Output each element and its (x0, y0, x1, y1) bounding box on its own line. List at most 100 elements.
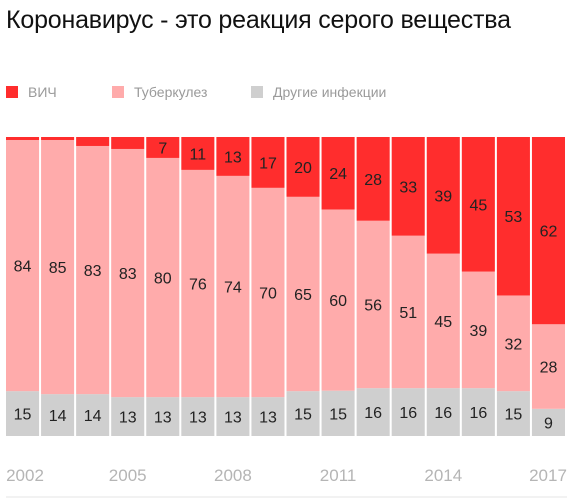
bar-segment-tuberculosis-2016 (496, 295, 530, 392)
bar-segment-hiv-2007 (181, 137, 215, 170)
x-tick-label-2011: 2011 (320, 466, 357, 485)
bar-segment-hiv-2003 (41, 137, 75, 140)
data-label-tuberculosis-2009: 70 (259, 285, 277, 302)
bar-segment-tuberculosis-2011 (321, 209, 355, 391)
chart-title: Коронавирус - это реакция серого веществ… (6, 6, 511, 34)
bar-segment-tuberculosis-2010 (286, 196, 320, 392)
bar-segment-other-2017 (531, 408, 565, 436)
legend-label-tuberculosis: Туберкулез (134, 84, 208, 100)
data-label-tuberculosis-2016: 32 (505, 336, 523, 353)
bar-segment-hiv-2002 (6, 137, 40, 140)
data-label-tuberculosis-2011: 60 (329, 293, 347, 310)
bar-segment-other-2002 (6, 391, 40, 436)
data-label-hiv-2012: 28 (364, 172, 382, 189)
data-label-other-2006: 13 (154, 410, 172, 427)
bar-segment-other-2007 (181, 397, 215, 436)
data-label-other-2013: 16 (399, 405, 417, 422)
legend-label-other: Другие инфекции (273, 84, 387, 100)
x-tick-label-2014: 2014 (424, 466, 462, 485)
bar-segment-tuberculosis-2008 (216, 175, 250, 398)
bar-segment-other-2005 (111, 397, 145, 436)
data-label-hiv-2007: 11 (190, 146, 207, 163)
bar-segment-hiv-2014 (426, 137, 460, 254)
bar-segment-tuberculosis-2009 (251, 187, 285, 398)
bar-segment-hiv-2017 (531, 137, 565, 325)
data-label-other-2008: 13 (224, 410, 242, 427)
data-label-tuberculosis-2017: 28 (540, 360, 558, 377)
data-label-other-2004: 14 (84, 408, 102, 425)
bar-segment-tuberculosis-2017 (531, 324, 565, 409)
x-tick-label-2008: 2008 (214, 466, 252, 485)
data-label-tuberculosis-2012: 56 (364, 297, 382, 314)
data-label-other-2007: 13 (189, 410, 207, 427)
bar-segment-other-2003 (41, 394, 75, 436)
bar-segment-other-2012 (356, 388, 390, 436)
bar-segment-tuberculosis-2003 (41, 139, 75, 395)
data-label-hiv-2016: 53 (505, 209, 523, 226)
bar-segment-hiv-2010 (286, 137, 320, 197)
data-label-other-2002: 15 (14, 407, 32, 424)
legend-swatch-tuberculosis (112, 86, 124, 98)
bar-segment-tuberculosis-2014 (426, 253, 460, 389)
data-label-hiv-2017: 62 (540, 224, 558, 241)
data-label-other-2003: 14 (49, 408, 67, 425)
data-label-other-2011: 15 (329, 406, 347, 423)
bar-segment-other-2011 (321, 390, 355, 436)
bar-segment-hiv-2008 (216, 137, 250, 176)
legend-item-other: Другие инфекции (251, 84, 386, 100)
bar-segment-other-2010 (286, 391, 320, 436)
x-tick-label-2002: 2002 (6, 466, 44, 485)
bar-segment-hiv-2005 (111, 137, 145, 149)
data-label-tuberculosis-2013: 51 (399, 305, 417, 322)
bar-segment-tuberculosis-2013 (391, 235, 425, 389)
legend-item-tuberculosis: Туберкулез (112, 84, 207, 100)
data-label-tuberculosis-2006: 80 (154, 271, 172, 288)
data-label-other-2005: 13 (119, 410, 137, 427)
legend-label-hiv: ВИЧ (28, 84, 57, 100)
data-label-tuberculosis-2014: 45 (434, 314, 452, 331)
x-tick-label-2017: 2017 (529, 466, 567, 485)
bar-segment-other-2013 (391, 388, 425, 436)
data-label-tuberculosis-2005: 83 (119, 266, 137, 283)
data-label-other-2016: 15 (505, 407, 523, 424)
data-label-other-2010: 15 (294, 407, 312, 424)
data-label-hiv-2014: 39 (434, 188, 452, 205)
data-label-hiv-2011: 24 (329, 166, 347, 183)
data-label-other-2014: 16 (434, 405, 452, 422)
data-label-hiv-2009: 17 (259, 155, 277, 172)
data-label-hiv-2013: 33 (399, 179, 417, 196)
bar-segment-other-2006 (146, 397, 180, 436)
legend-swatch-hiv (6, 86, 18, 98)
data-label-other-2017: 9 (544, 415, 553, 432)
bar-segment-hiv-2013 (391, 137, 425, 236)
bar-segment-other-2004 (76, 394, 110, 436)
bar-segment-tuberculosis-2006 (146, 157, 180, 398)
bar-segment-tuberculosis-2004 (76, 145, 110, 395)
legend-item-hiv: ВИЧ (6, 84, 57, 100)
bar-segment-other-2009 (251, 397, 285, 436)
data-label-tuberculosis-2015: 39 (469, 323, 487, 340)
data-label-hiv-2015: 45 (469, 197, 487, 214)
legend-swatch-other (251, 86, 263, 98)
bar-segment-other-2008 (216, 397, 250, 436)
bar-segment-other-2014 (426, 388, 460, 436)
x-tick-label-2005: 2005 (109, 466, 147, 485)
data-label-other-2015: 16 (469, 405, 487, 422)
data-label-tuberculosis-2010: 65 (294, 287, 312, 304)
bar-segment-tuberculosis-2007 (181, 169, 215, 398)
data-label-hiv-2008: 13 (224, 149, 242, 166)
bar-segment-hiv-2012 (356, 137, 390, 221)
data-label-tuberculosis-2004: 83 (84, 263, 102, 280)
bar-segment-hiv-2006 (146, 137, 180, 158)
data-label-tuberculosis-2007: 76 (189, 277, 207, 294)
bar-segment-tuberculosis-2005 (111, 148, 145, 398)
bar-segment-tuberculosis-2012 (356, 220, 390, 389)
data-label-tuberculosis-2002: 84 (14, 259, 32, 276)
data-label-tuberculosis-2003: 85 (49, 260, 67, 277)
data-label-tuberculosis-2008: 74 (224, 280, 242, 297)
bar-segment-other-2015 (461, 388, 495, 436)
data-label-other-2009: 13 (259, 410, 277, 427)
data-label-other-2012: 16 (364, 405, 382, 422)
legend: ВИЧ Туберкулез Другие инфекции (6, 84, 566, 104)
data-label-hiv-2010: 20 (294, 160, 312, 177)
